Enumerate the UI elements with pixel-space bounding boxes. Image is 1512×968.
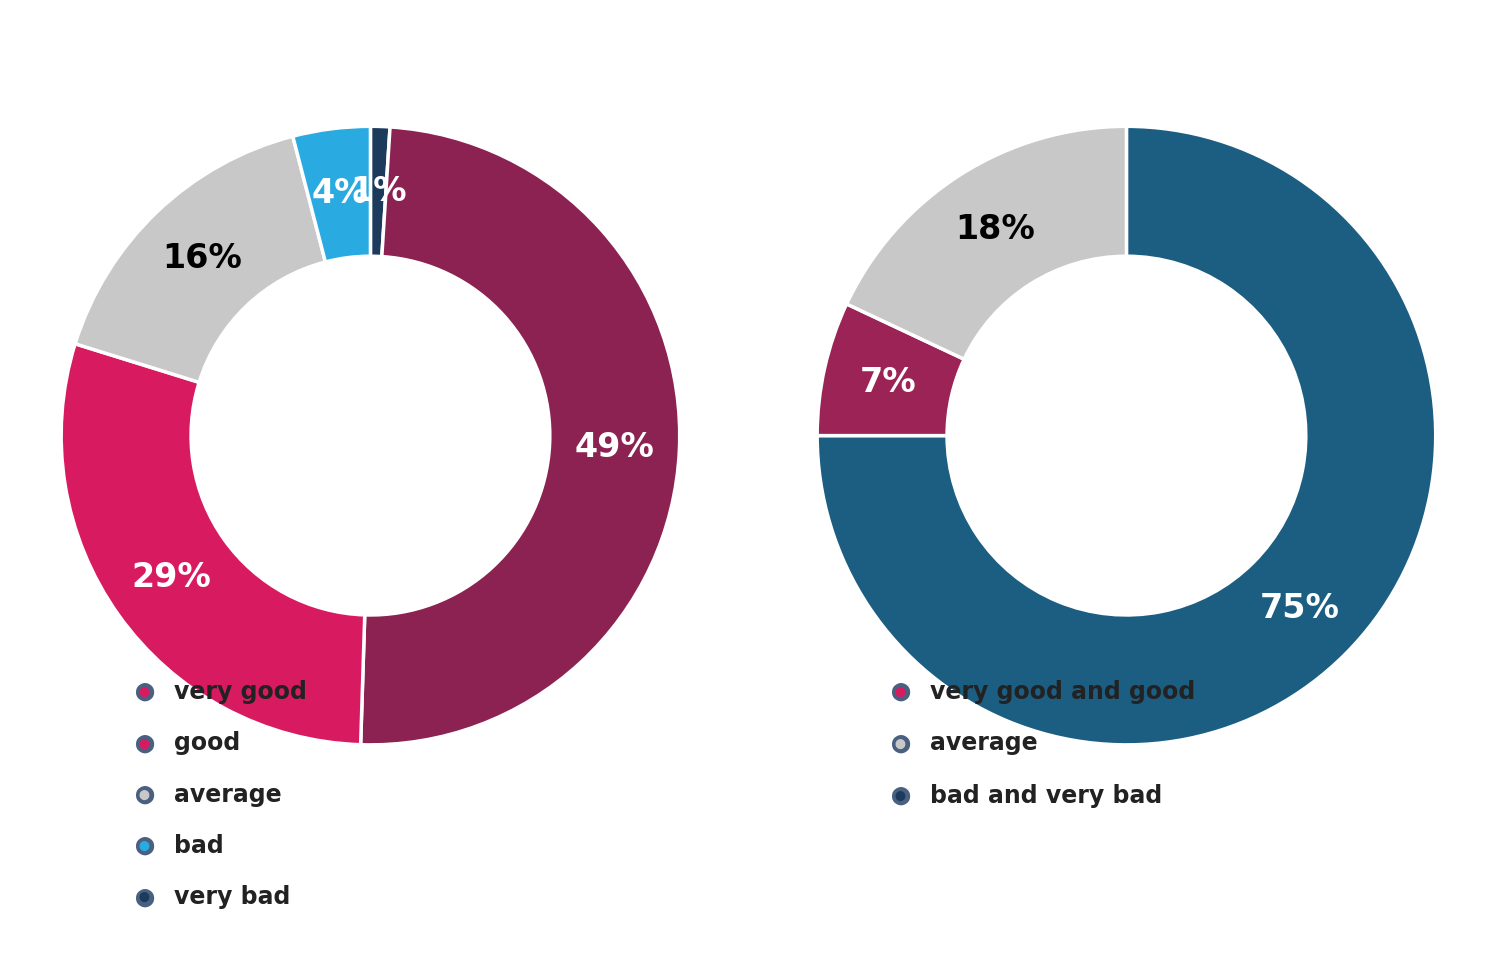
Text: ⬤: ⬤ (133, 735, 154, 752)
Text: average: average (930, 732, 1037, 755)
Text: ⬤: ⬤ (133, 889, 154, 906)
Text: 49%: 49% (575, 431, 655, 464)
Text: ⬤: ⬤ (138, 892, 150, 902)
Text: ⬤: ⬤ (889, 683, 910, 701)
Text: ⬤: ⬤ (138, 790, 150, 800)
Text: ⬤: ⬤ (889, 735, 910, 752)
Text: ⬤: ⬤ (133, 786, 154, 803)
Text: ⬤: ⬤ (133, 683, 154, 701)
Text: 18%: 18% (956, 213, 1036, 246)
Text: 29%: 29% (132, 560, 212, 593)
Text: ⬤: ⬤ (138, 841, 150, 851)
Text: good: good (174, 732, 240, 755)
Text: ⬤: ⬤ (894, 739, 906, 748)
Text: ⬤: ⬤ (133, 837, 154, 855)
Text: very good and good: very good and good (930, 681, 1194, 704)
Wedge shape (370, 127, 390, 257)
Wedge shape (361, 127, 680, 744)
Wedge shape (816, 304, 965, 436)
Text: bad: bad (174, 834, 224, 858)
Text: ⬤: ⬤ (138, 687, 150, 697)
Text: ⬤: ⬤ (894, 687, 906, 697)
Wedge shape (76, 136, 325, 382)
Text: 7%: 7% (860, 366, 916, 399)
Wedge shape (60, 344, 364, 744)
Text: ⬤: ⬤ (889, 787, 910, 804)
Text: bad and very bad: bad and very bad (930, 784, 1163, 807)
Text: 16%: 16% (162, 242, 242, 275)
Text: average: average (174, 783, 281, 806)
Text: ⬤: ⬤ (894, 791, 906, 801)
Text: 1%: 1% (349, 175, 407, 208)
Wedge shape (847, 127, 1126, 359)
Text: 4%: 4% (311, 177, 367, 210)
Text: very good: very good (174, 681, 307, 704)
Wedge shape (816, 127, 1436, 744)
Text: ⬤: ⬤ (138, 739, 150, 748)
Text: very bad: very bad (174, 886, 290, 909)
Text: 75%: 75% (1259, 591, 1340, 625)
Wedge shape (293, 127, 370, 262)
